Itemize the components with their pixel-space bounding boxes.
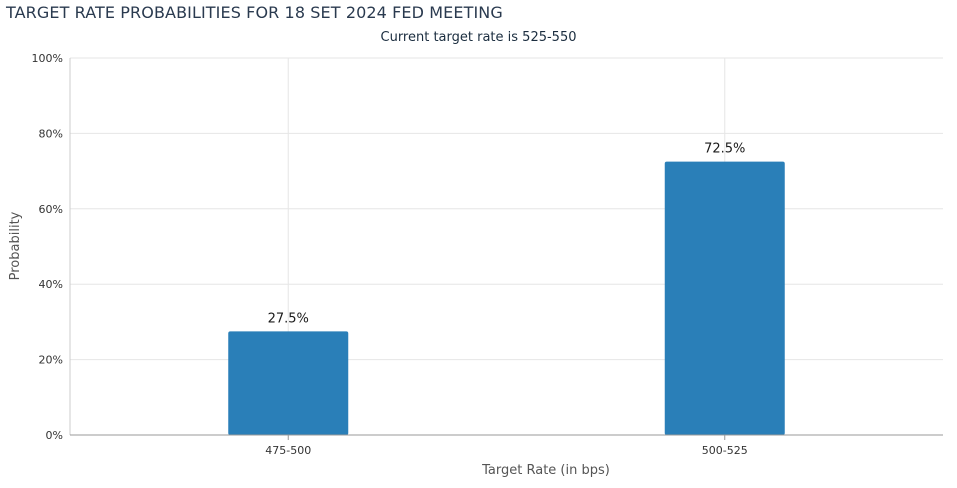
x-axis-title: Target Rate (in bps) — [481, 463, 610, 478]
y-tick-label: 20% — [39, 354, 63, 367]
y-tick-label: 40% — [39, 278, 63, 291]
axes: 0% 20% 40% 60% 80% 100% 475-500 500-525 — [32, 52, 943, 457]
grid-lines — [70, 57, 943, 435]
bar-475-500 — [228, 331, 349, 435]
y-tick-label: 80% — [39, 127, 63, 140]
bar-data-label: 72.5% — [704, 142, 745, 157]
chart-subtitle: Current target rate is 525-550 — [380, 30, 577, 45]
y-tick-label: 60% — [39, 203, 63, 216]
bars: 27.5% 72.5% — [228, 142, 785, 436]
chart-title: TARGET RATE PROBABILITIES FOR 18 SET 202… — [6, 3, 503, 22]
bar-data-label: 27.5% — [268, 311, 309, 326]
bar-500-525 — [664, 161, 785, 436]
x-tick-label: 475-500 — [265, 444, 311, 457]
y-tick-label: 0% — [46, 429, 63, 442]
x-tick-label: 500-525 — [702, 444, 748, 457]
y-tick-label: 100% — [32, 52, 63, 65]
y-axis-title: Probability — [8, 211, 23, 280]
